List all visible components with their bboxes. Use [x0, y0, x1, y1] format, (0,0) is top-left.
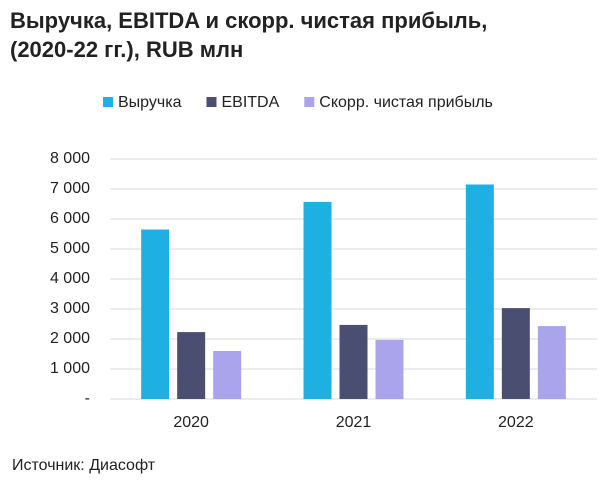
legend-label: Скорр. чистая прибыль: [319, 94, 493, 111]
y-tick-label: 6 000: [50, 210, 90, 227]
bar: [375, 339, 404, 399]
bar: [177, 332, 206, 399]
y-tick-label: 5 000: [50, 240, 90, 257]
y-tick-label: -: [85, 390, 90, 407]
x-tick-label: 2020: [173, 414, 209, 431]
y-tick-label: 2 000: [50, 330, 90, 347]
x-tick-label: 2022: [498, 414, 534, 431]
bar: [303, 201, 332, 399]
y-tick-label: 3 000: [50, 300, 90, 317]
chart: - 1 000 2 000 3 000 4 000 5 000 6 000 7 000 8 00…: [50, 94, 597, 431]
y-tick-label: 8 000: [50, 150, 90, 167]
legend-label: Выручка: [118, 94, 182, 111]
legend-swatch: [206, 97, 217, 107]
y-tick-label: 7 000: [50, 180, 90, 197]
chart-title: Выручка, EBITDA и скорр. чистая прибыль,…: [10, 8, 488, 62]
y-tick-label: 1 000: [50, 360, 90, 377]
legend-swatch: [304, 97, 315, 107]
bar: [213, 351, 242, 399]
y-tick-label: 4 000: [50, 270, 90, 287]
source-note: Источник: Диасофт: [12, 457, 156, 474]
bar: [537, 326, 566, 399]
bar: [339, 324, 368, 399]
x-tick-label: 2021: [336, 414, 372, 431]
bar: [465, 184, 494, 399]
bar: [141, 229, 170, 399]
bar: [501, 308, 530, 399]
legend-label: EBITDA: [221, 94, 279, 111]
legend-swatch: [103, 97, 113, 107]
